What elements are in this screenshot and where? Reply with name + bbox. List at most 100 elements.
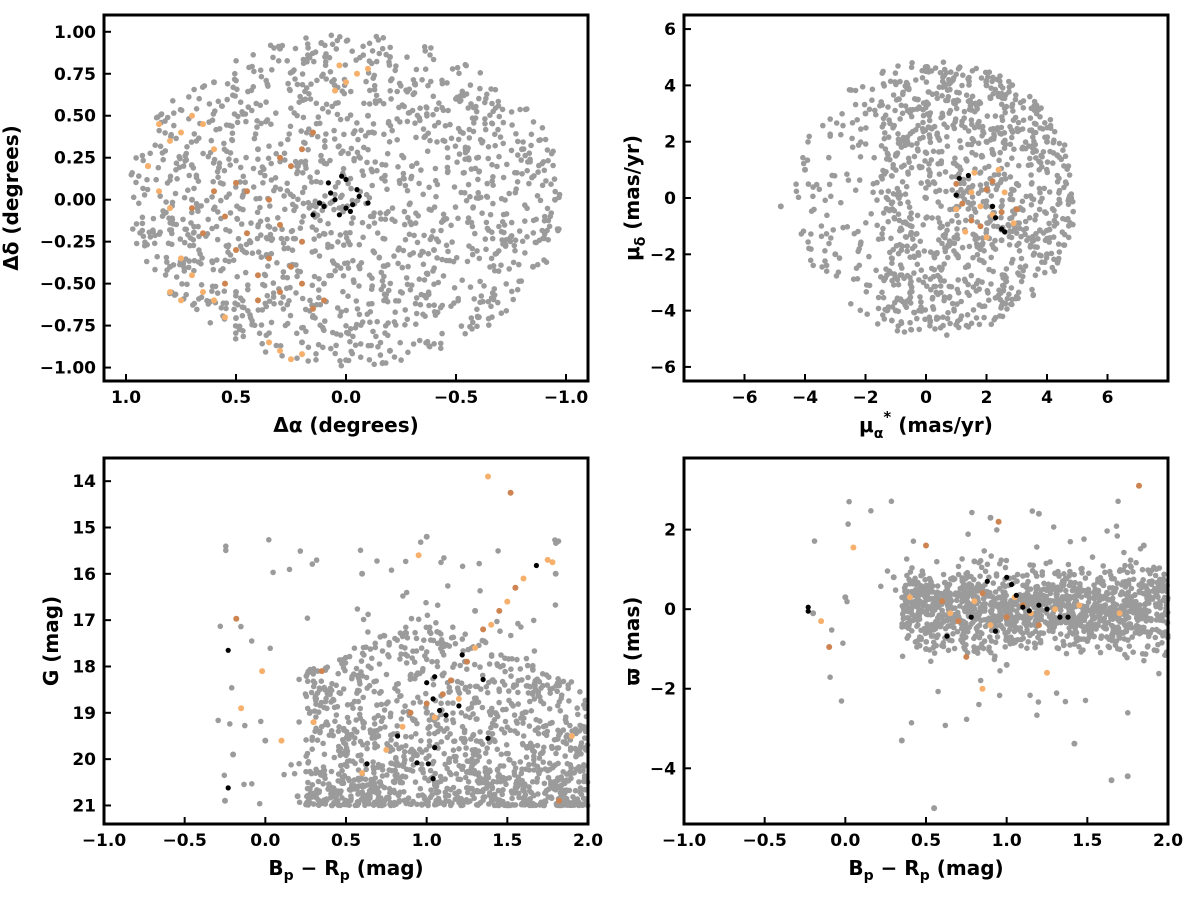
sky-field-point [316,253,323,259]
cmd-field-point [573,753,579,760]
sky-field-point [171,110,177,116]
sky-field-point [477,70,484,76]
sky-field-point [369,283,376,289]
sky-ytick-label: 1.00 [54,23,96,43]
cmd-field-point [454,678,461,685]
pm-field-point [880,210,887,216]
cmd-field-point [384,772,390,778]
sky-field-point [323,161,330,167]
sky-field-point [509,122,515,128]
sky-field-point [389,127,396,134]
cmd-field-point [438,559,444,566]
pm-field-point [1056,249,1063,255]
cmd-field-point [339,780,345,787]
pm-field-point [1027,155,1033,162]
sky-field-point [268,250,275,257]
sky-field-point [233,58,239,64]
pm-field-point [930,179,937,185]
pm-field-point [1022,139,1029,145]
sky-field-point [337,332,344,338]
parallax-field-point [1115,646,1121,652]
parallax-field-point [981,638,988,644]
sky-field-point [374,230,381,236]
sky-field-point [184,144,190,150]
pm-field-point [945,93,952,100]
sky-field-point [463,62,470,69]
sky-field-point [384,150,391,157]
cmd-field-point [297,548,304,554]
sky-point-group_light_orange [211,297,217,304]
pm-field-point [1054,260,1061,266]
sky-field-point [503,281,510,287]
sky-field-point [362,133,369,139]
sky-field-point [222,257,228,264]
pm-field-point [1055,201,1061,208]
pm-field-point [889,260,895,267]
sky-field-point [248,220,254,226]
sky-field-point [143,258,150,265]
sky-field-point [186,94,192,100]
sky-field-point [464,258,471,265]
parallax-field-point [1104,528,1110,534]
pm-field-point [970,136,976,143]
pm-field-point [1055,241,1062,247]
cmd-point-group_light_orange [259,668,266,675]
sky-field-point [259,307,266,313]
cmd-field-point [296,760,302,767]
sky-field-point [393,63,399,69]
sky-field-point [544,205,551,212]
sky-field-point [232,336,239,342]
sky-field-point [328,345,334,352]
pm-field-point [882,130,888,136]
cmd-field-point [488,724,494,731]
pm-field-point [951,306,957,313]
sky-field-point [223,122,230,128]
sky-field-point [369,182,376,189]
sky-field-point [350,215,356,221]
pm-field-point [995,90,1002,97]
pm-field-point [970,307,977,313]
sky-field-point [387,44,394,51]
sky-field-point [323,76,330,82]
pm-field-point [959,244,966,251]
cmd-field-point [415,694,421,701]
pm-field-point [823,231,830,237]
pm-field-point [968,272,975,279]
sky-field-point [153,176,159,183]
sky-field-point [404,316,411,323]
sky-field-point [318,158,324,164]
sky-field-point [245,282,251,288]
cmd-field-point [423,624,430,631]
sky-point-group_dark_orange [244,188,250,195]
cmd-field-point [348,795,354,802]
cmd-field-point [242,722,248,729]
sky-field-point [518,157,524,163]
cmd-field-point [314,690,321,696]
sky-point-cluster_member [328,190,334,196]
sky-field-point [169,241,175,248]
cmd-field-point [360,718,366,725]
cmd-field-point [438,700,444,707]
pm-field-point [1001,171,1008,178]
sky-field-point [313,357,319,363]
sky-point-group_dark_orange [233,179,239,186]
sky-field-point [328,229,334,236]
pm-field-point [908,64,915,71]
sky-field-point [454,64,461,71]
sky-field-point [171,122,177,129]
sky-field-point [209,288,215,295]
cmd-field-point [310,801,317,807]
sky-field-point [379,45,386,52]
sky-ytick-label: 0.25 [54,149,96,169]
pm-field-point [983,227,990,233]
pm-field-point [822,258,828,264]
cmd-field-point [500,774,507,781]
pm-field-point [826,181,833,188]
pm-field-point [969,194,976,200]
sky-field-point [535,169,541,175]
sky-field-point [263,118,269,125]
sky-field-point [185,264,192,271]
sky-field-point [265,155,272,162]
cmd-field-point [403,733,409,740]
